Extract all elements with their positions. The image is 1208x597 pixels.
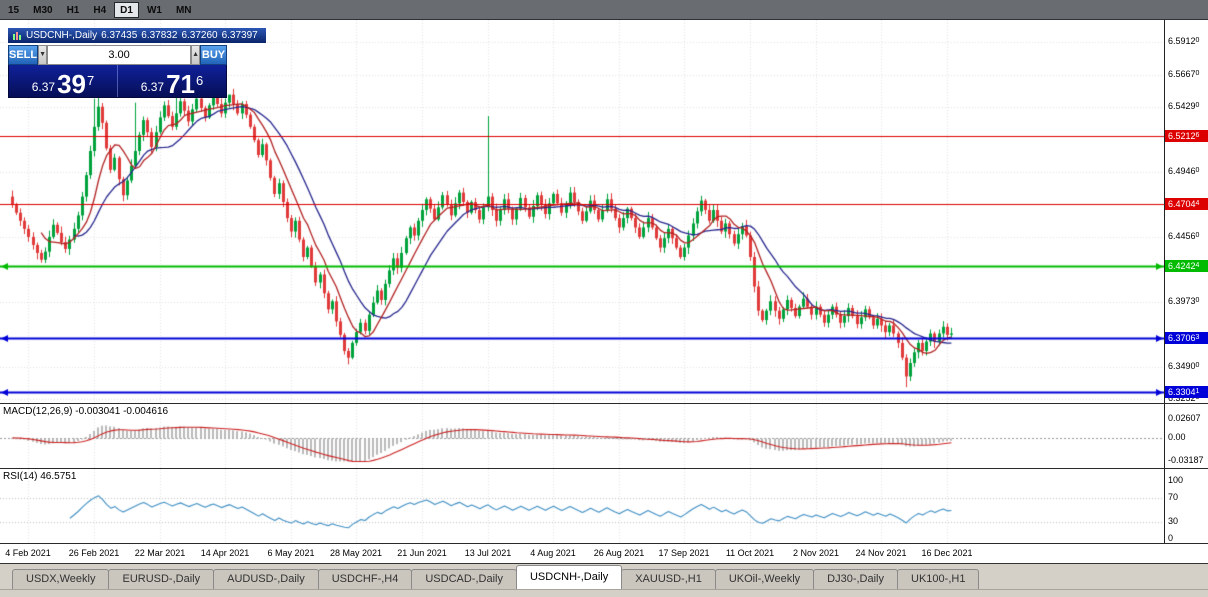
price-axis-tick: 6.49460 (1168, 166, 1200, 176)
timeframe-button-w1[interactable]: W1 (146, 4, 162, 16)
rsi-panel: RSI(14) 46.5751 100 70 30 0 (0, 469, 1208, 544)
macd-axis-tick: 0.00 (1168, 432, 1186, 442)
chart-area: USDCNH-,Daily 6.37435 6.37832 6.37260 6.… (0, 20, 1208, 564)
macd-axis-tick: -0.03187 (1168, 455, 1204, 465)
ask-price-pip: 6 (196, 73, 204, 88)
buy-button[interactable]: BUY (200, 45, 227, 65)
timeframe-toolbar: 15 M30 H1 H4 D1 W1 MN (0, 0, 1208, 20)
ask-price-prefix: 6.37 (140, 80, 165, 94)
price-axis-tick: 6.59120 (1168, 36, 1200, 46)
date-label: 13 Jul 2021 (464, 548, 512, 558)
date-label: 22 Mar 2021 (134, 548, 186, 558)
timeframe-button-mn[interactable]: MN (175, 4, 192, 16)
price-line-badge: 6.37063 (1165, 332, 1208, 344)
rsi-axis-tick: 0 (1168, 533, 1174, 543)
chart-title-low: 6.37260 (181, 30, 218, 41)
date-label: 26 Aug 2021 (593, 548, 645, 558)
volume-input[interactable] (47, 45, 192, 65)
chart-tab-dj30-daily[interactable]: DJ30-,Daily (813, 569, 899, 589)
macd-canvas[interactable] (0, 404, 1164, 468)
rsi-canvas[interactable] (0, 469, 1164, 543)
chart-tab-usdcad-daily[interactable]: USDCAD-,Daily (411, 569, 517, 589)
price-axis[interactable]: 6.59120 6.56670 6.54290 6.49460 6.44560 6.397… (1164, 20, 1208, 403)
rsi-axis-tick: 70 (1168, 492, 1179, 502)
chart-tab-usdx-weekly[interactable]: USDX,Weekly (12, 569, 110, 589)
date-label: 24 Nov 2021 (855, 548, 907, 558)
chart-tab-audusd-daily[interactable]: AUDUSD-,Daily (213, 569, 319, 589)
main-chart-plot: USDCNH-,Daily 6.37435 6.37832 6.37260 6.… (0, 20, 1164, 403)
date-label: 2 Nov 2021 (792, 548, 840, 558)
date-label: 17 Sep 2021 (658, 548, 710, 558)
macd-axis[interactable]: 0.02607 0.00 -0.03187 (1164, 404, 1208, 468)
date-label: 16 Dec 2021 (921, 548, 973, 558)
rsi-axis[interactable]: 100 70 30 0 (1164, 469, 1208, 543)
date-axis[interactable]: 4 Feb 2021 26 Feb 2021 22 Mar 2021 14 Apr 2… (0, 544, 1208, 564)
macd-axis-tick: 0.02607 (1168, 413, 1201, 423)
bid-price-pip: 7 (87, 73, 95, 88)
chart-tab-eurusd-daily[interactable]: EURUSD-,Daily (108, 569, 215, 589)
price-axis-tick: 6.54290 (1168, 101, 1200, 111)
date-label: 6 May 2021 (267, 548, 315, 558)
timeframe-button-h1[interactable]: H1 (66, 4, 80, 16)
date-label: 11 Oct 2021 (725, 548, 775, 558)
price-axis-tick: 6.34900 (1168, 361, 1200, 371)
chart-title-bar: USDCNH-,Daily 6.37435 6.37832 6.37260 6.… (8, 28, 266, 43)
timeframe-button-h4[interactable]: H4 (93, 4, 107, 16)
macd-panel: MACD(12,26,9) -0.003041 -0.004616 0.0260… (0, 404, 1208, 469)
main-chart-panel: USDCNH-,Daily 6.37435 6.37832 6.37260 6.… (0, 20, 1208, 404)
sell-button[interactable]: SELL (8, 45, 39, 65)
price-line-badge: 6.52126 (1165, 130, 1208, 142)
tab-bar: USDX,Weekly EURUSD-,Daily AUDUSD-,Daily USD… (0, 564, 1208, 590)
chart-tab-ukoil-weekly[interactable]: UKOil-,Weekly (714, 569, 815, 589)
price-line-badge: 6.47044 (1165, 198, 1208, 210)
price-line-badge: 6.42424 (1165, 260, 1208, 272)
chart-title-open: 6.37435 (101, 30, 138, 41)
chart-title-close: 6.37397 (221, 30, 258, 41)
chart-tab-usdcnh-daily[interactable]: USDCNH-,Daily (515, 565, 623, 589)
rsi-plot: RSI(14) 46.5751 (0, 469, 1164, 543)
chart-title-symbol: USDCNH-,Daily (26, 30, 98, 41)
date-label: 14 Apr 2021 (200, 548, 250, 558)
bid-price-prefix: 6.37 (31, 80, 56, 94)
ask-price-big: 71 (166, 69, 196, 99)
date-label: 26 Feb 2021 (68, 548, 120, 558)
chart-title-high: 6.37832 (141, 30, 178, 41)
price-line-badge: 6.33041 (1165, 386, 1208, 398)
volume-increase-button[interactable]: ▲ (191, 45, 200, 65)
date-label: 4 Aug 2021 (530, 548, 576, 558)
rsi-axis-tick: 100 (1168, 475, 1184, 485)
date-label: 28 May 2021 (329, 548, 383, 558)
price-axis-tick: 6.44560 (1168, 231, 1200, 241)
date-label: 21 Jun 2021 (397, 548, 447, 558)
price-axis-tick: 6.56670 (1168, 69, 1200, 79)
bid-price-big: 39 (57, 69, 87, 99)
macd-plot: MACD(12,26,9) -0.003041 -0.004616 (0, 404, 1164, 468)
macd-label: MACD(12,26,9) -0.003041 -0.004616 (3, 406, 169, 417)
timeframe-button-15[interactable]: 15 (8, 4, 20, 16)
rsi-label: RSI(14) 46.5751 (3, 471, 77, 482)
timeframe-button-d1[interactable]: D1 (114, 1, 139, 18)
timeframe-button-m30[interactable]: M30 (33, 4, 53, 16)
chart-tab-xauusd-h1[interactable]: XAUUSD-,H1 (621, 569, 716, 589)
bid-price-button[interactable]: 6.37 39 7 (9, 65, 118, 97)
chart-tab-usdchf-h4[interactable]: USDCHF-,H4 (317, 569, 413, 589)
volume-decrease-button[interactable]: ▼ (38, 45, 48, 65)
ask-price-button[interactable]: 6.37 71 6 (118, 65, 226, 97)
one-click-trading-widget: SELL ▼ ▲ BUY 6.37 39 7 6.37 71 6 (8, 45, 227, 98)
date-label: 4 Feb 2021 (5, 548, 51, 558)
rsi-axis-tick: 30 (1168, 516, 1179, 526)
chart-icon (13, 31, 21, 40)
price-axis-tick: 6.39730 (1168, 296, 1200, 306)
chart-tab-uk100-h1[interactable]: UK100-,H1 (897, 569, 980, 589)
